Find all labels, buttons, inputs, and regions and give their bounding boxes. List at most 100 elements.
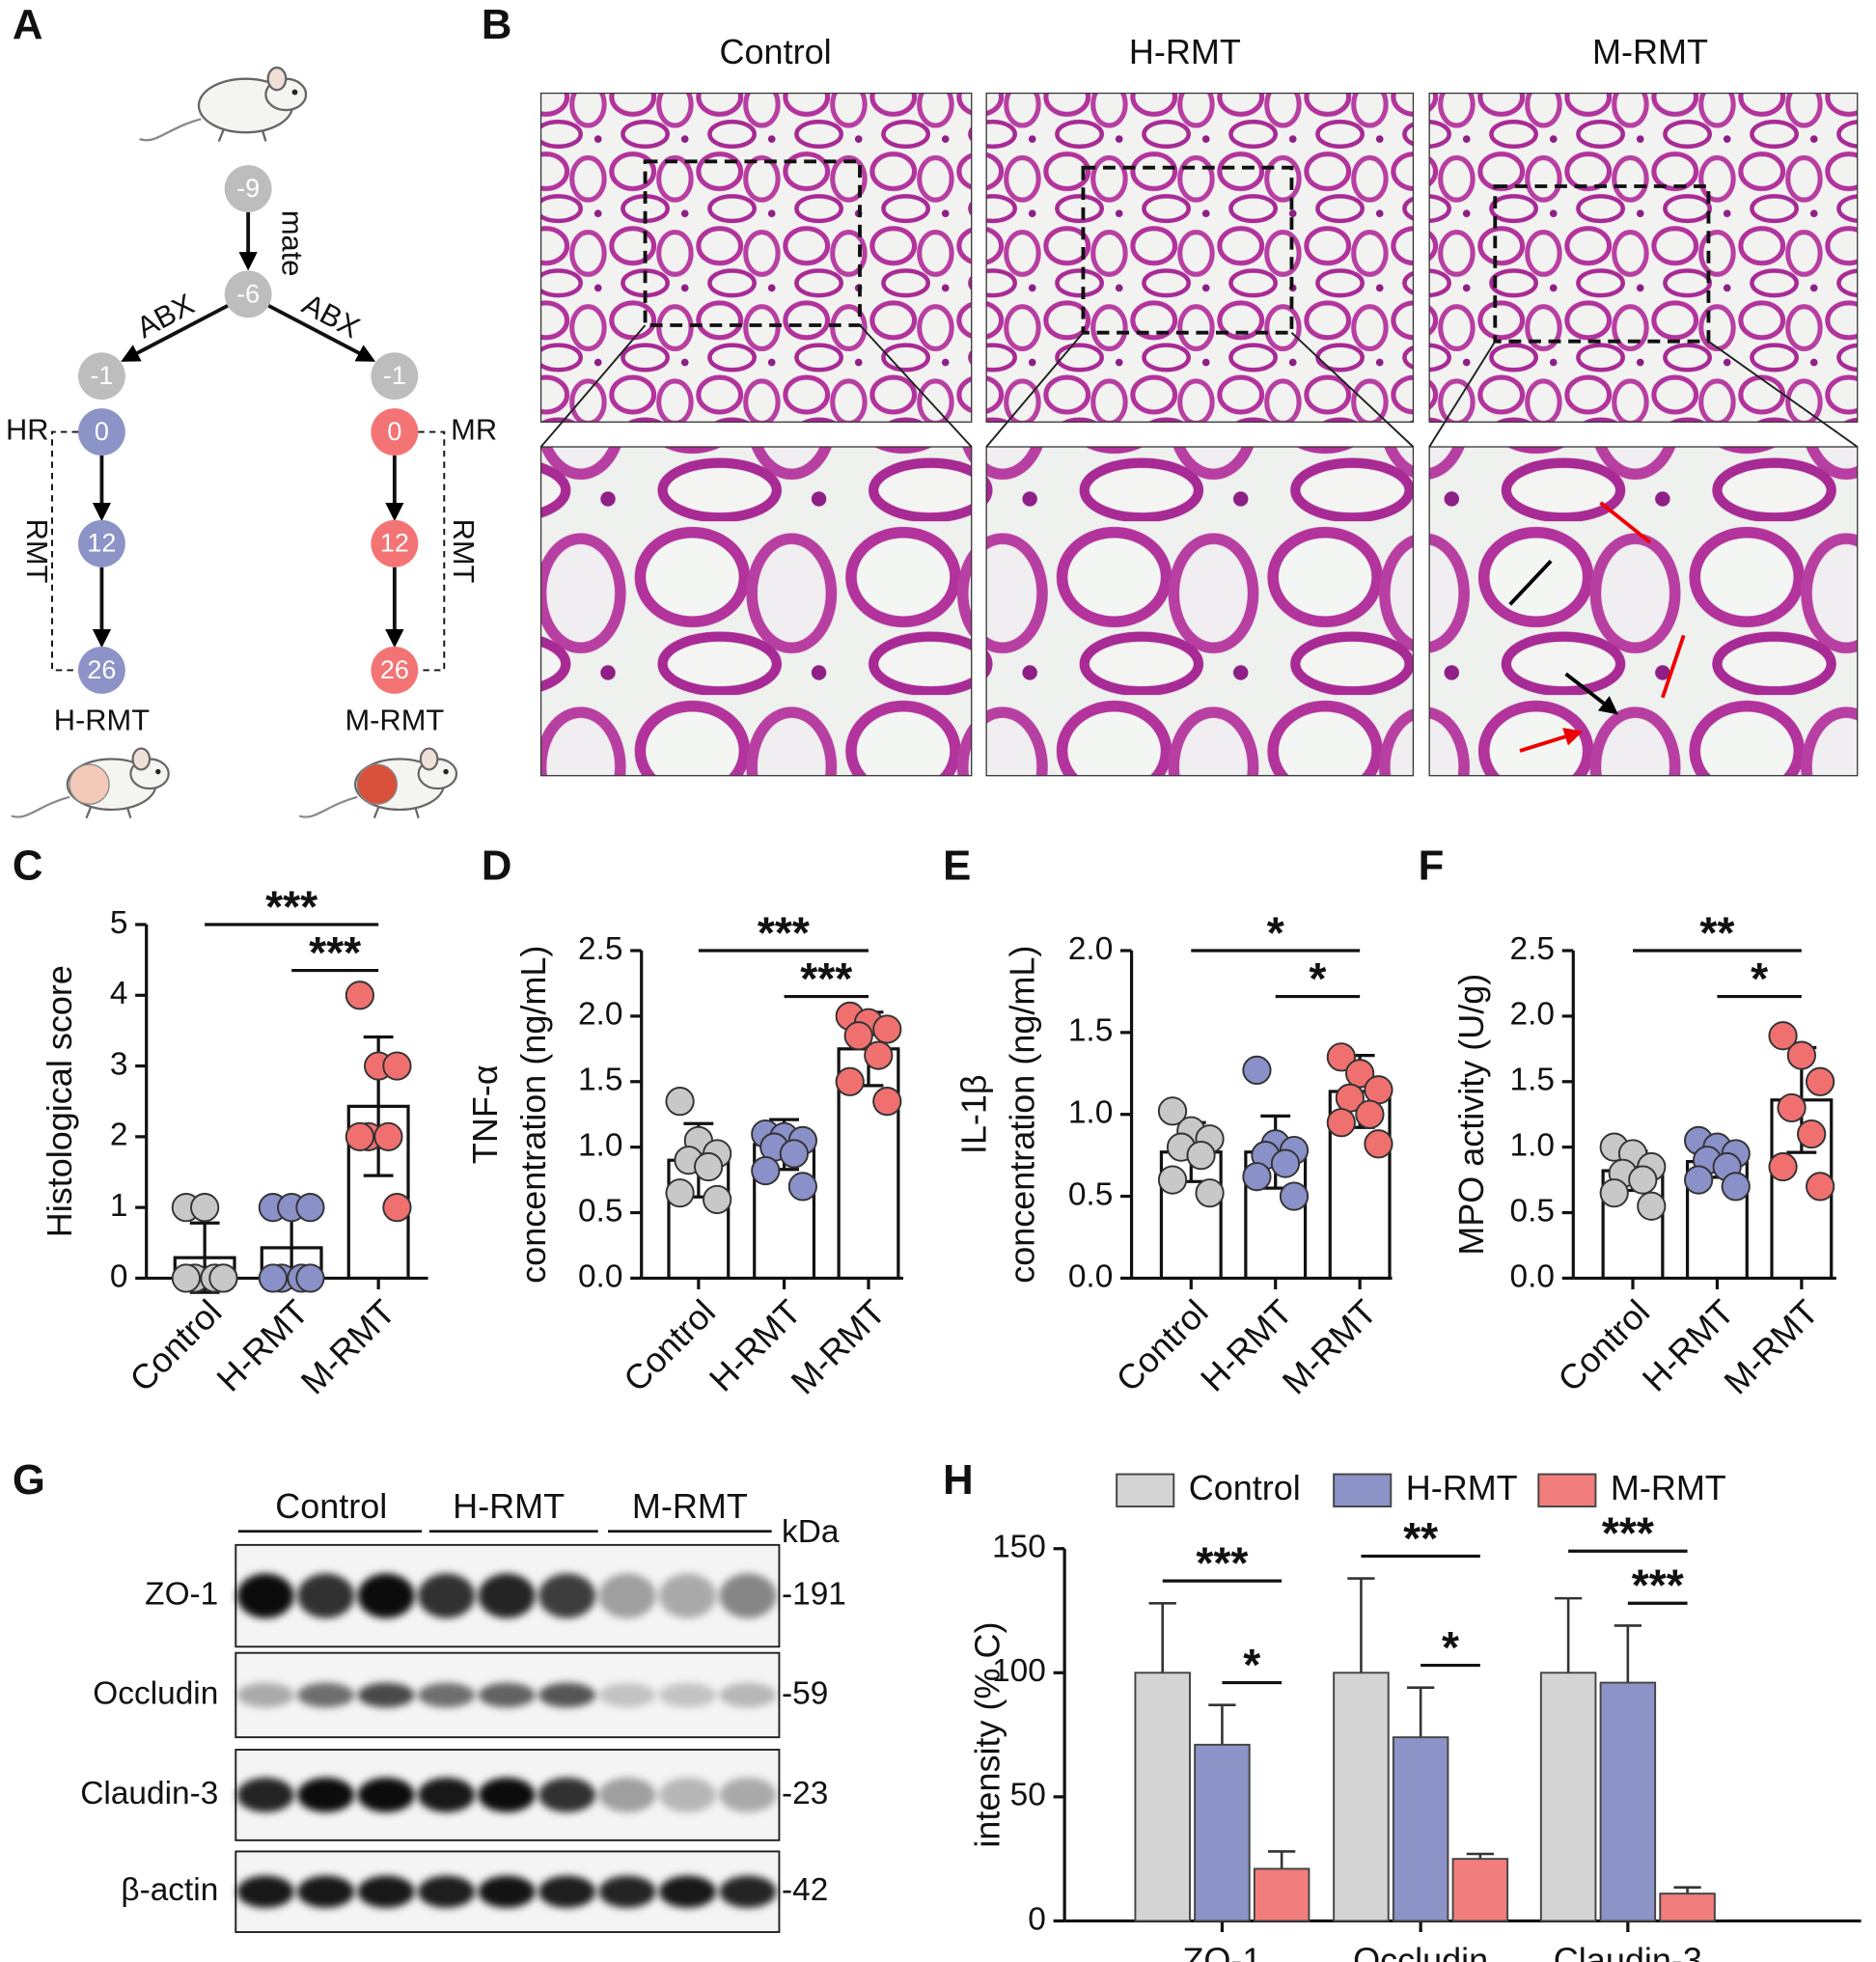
data-point (1195, 1178, 1225, 1208)
panel-label: H (943, 1456, 974, 1504)
y-tick-label: 1.5 (578, 1063, 622, 1098)
legend-label: M-RMT (1611, 1468, 1726, 1507)
band (538, 1573, 596, 1618)
zoom-box (643, 159, 862, 327)
data-point (208, 1263, 238, 1293)
bracket-label: RMT (20, 519, 54, 584)
error-bar (1268, 1850, 1296, 1869)
data-point (1768, 1021, 1798, 1051)
mouse-icon (138, 66, 308, 143)
bracket-label: RMT (447, 519, 481, 584)
band (538, 1875, 596, 1908)
panel-label: C (13, 843, 43, 890)
legend-swatch (1116, 1473, 1175, 1507)
timeline-node (371, 352, 419, 401)
data-point (1797, 1119, 1827, 1149)
band (538, 1777, 596, 1812)
node-label: 26 (380, 655, 409, 684)
data-point (1186, 1141, 1216, 1171)
y-axis-title: MPO activity (U/g) (1451, 974, 1491, 1256)
data-point (1242, 1055, 1272, 1085)
data-point (1345, 1059, 1375, 1089)
data-point (1786, 1040, 1816, 1070)
data-point (1279, 1181, 1310, 1211)
band (719, 1875, 777, 1908)
y-tick-label: 1.0 (1510, 1127, 1555, 1163)
data-point (295, 1193, 325, 1223)
y-tick-label: 0.0 (578, 1258, 622, 1294)
significance-label: *** (265, 881, 317, 931)
band (297, 1777, 355, 1812)
error-bar (1208, 1703, 1236, 1745)
timeline-node (78, 352, 125, 401)
unit-label: kDa (782, 1514, 840, 1550)
data-point (1777, 1092, 1807, 1123)
band (719, 1682, 777, 1708)
bracket (51, 430, 78, 672)
significance-label: *** (800, 953, 852, 1004)
significance-label: * (1309, 953, 1326, 1004)
x-tick-label: H-RMT (208, 1292, 316, 1399)
band (719, 1573, 777, 1618)
bar (1451, 1858, 1509, 1922)
bracket (418, 430, 446, 672)
zoom-box (1493, 184, 1711, 344)
data-point (872, 1014, 902, 1044)
band (418, 1777, 476, 1812)
y-tick-label: 4 (110, 976, 128, 1011)
panel-label: B (482, 1, 512, 48)
micrograph-zoom (985, 446, 1415, 777)
error-bar (1407, 1686, 1435, 1738)
data-point (1326, 1108, 1356, 1138)
weight-label: -59 (782, 1675, 828, 1711)
node-label: -1 (383, 361, 406, 390)
band (538, 1682, 596, 1708)
data-point (1637, 1191, 1667, 1221)
x-tick-label: M-RMT (1716, 1292, 1826, 1402)
significance-label: ** (1699, 907, 1734, 957)
node-label: 0 (387, 417, 401, 446)
y-axis-title: Histological score (40, 965, 79, 1237)
group-label: H-RMT (54, 704, 151, 737)
y-tick-label: 5 (110, 905, 128, 941)
data-point (779, 1139, 809, 1169)
bar (1599, 1681, 1657, 1922)
arrow (266, 303, 376, 362)
x-tick-label: M-RMT (1275, 1292, 1385, 1402)
band (357, 1875, 415, 1908)
row-label: Occludin (93, 1675, 218, 1711)
timeline-node (78, 647, 125, 694)
x-tick-label: M-RMT (293, 1292, 403, 1402)
panel-label: G (13, 1456, 45, 1504)
x-tick-label: Claudin-3 (1554, 1941, 1702, 1962)
data-point (382, 1051, 412, 1081)
data-point (1326, 1042, 1356, 1072)
micrograph (985, 92, 1415, 423)
bar (1333, 1672, 1390, 1922)
micrograph-zoom (1428, 446, 1859, 777)
error-bar (1555, 1596, 1583, 1673)
node-label: 0 (95, 417, 109, 446)
band (297, 1875, 355, 1908)
gut-icon (356, 763, 399, 805)
micrograph-zoom (539, 446, 973, 777)
y-tick-label: 2 (110, 1118, 128, 1153)
legend-swatch (1537, 1473, 1597, 1507)
significance-label: * (1243, 1640, 1260, 1690)
significance-label: ** (1403, 1513, 1438, 1563)
panel-label: E (943, 843, 971, 890)
x-tick-label: Occludin (1353, 1941, 1488, 1962)
band (478, 1573, 536, 1618)
bar (1539, 1672, 1597, 1922)
y-tick-label: 2.5 (578, 931, 622, 967)
error-bar (1148, 1602, 1176, 1673)
y-tick-label: 100 (992, 1653, 1046, 1689)
gut-icon (69, 763, 110, 805)
significance-label: *** (1196, 1538, 1248, 1589)
data-point (1270, 1148, 1301, 1178)
node-label: -9 (236, 174, 260, 203)
arm-tag: HR (6, 413, 49, 447)
data-point (190, 1193, 220, 1223)
y-tick-label: 2.0 (578, 997, 622, 1033)
